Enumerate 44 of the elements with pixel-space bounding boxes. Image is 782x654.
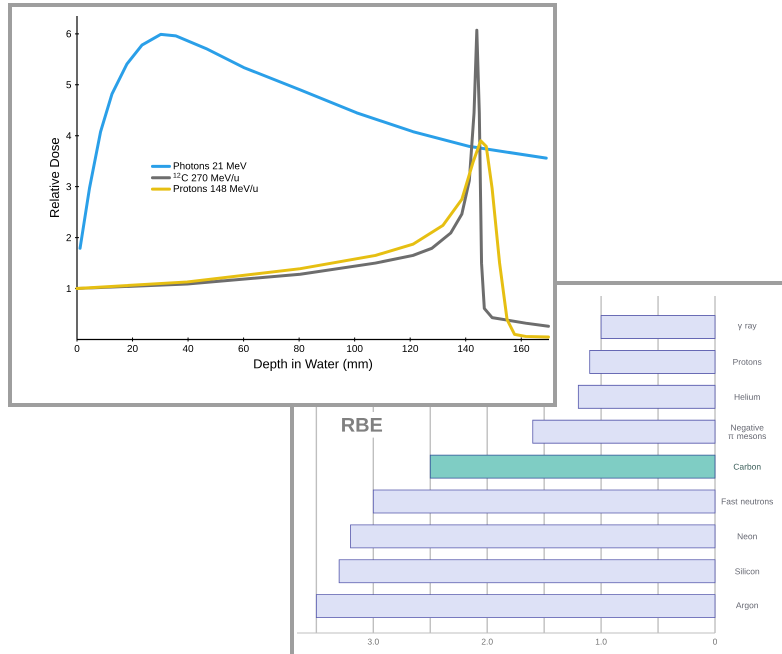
y-tick-label: 1 (66, 285, 72, 292)
y-tick-label: Neon (738, 533, 757, 540)
y-tick-label: Silicon (735, 568, 760, 574)
bar (316, 594, 716, 618)
y-tick-label: 5 (66, 81, 72, 88)
bar (430, 454, 716, 478)
y-tick-label: γ ray (738, 324, 757, 330)
y-tick-label: 2 (66, 234, 71, 242)
y-axis-title: Relative Dose (50, 138, 60, 217)
x-tick-label: 140 (458, 345, 474, 352)
line-series (78, 32, 548, 250)
bar (578, 384, 716, 409)
y-tick-label: 6 (66, 30, 72, 38)
legend-label: Protons 148 MeV/u (174, 184, 258, 192)
x-tick-label: 100 (347, 345, 363, 352)
x-tick-label: 80 (294, 345, 304, 352)
bar (338, 559, 716, 584)
x-tick-label: 1.0 (596, 638, 607, 645)
x-tick-label: 0 (712, 638, 718, 645)
legend-label: Photons 21 MeV (174, 162, 247, 170)
y-tick-label: Argon (736, 602, 758, 610)
x-tick-label: 40 (182, 345, 194, 352)
x-tick-label: 60 (238, 345, 249, 352)
x-tick-label: 2.0 (482, 638, 493, 645)
x-tick-label: 160 (514, 345, 530, 352)
x-tick-label: 120 (402, 345, 418, 352)
bar (589, 350, 716, 374)
x-tick-label: 3.0 (368, 638, 379, 645)
bar (350, 524, 716, 548)
y-tick-label: Negative π mesons (728, 424, 766, 440)
y-tick-label: Helium (734, 394, 760, 400)
y-tick-label: 3 (66, 183, 72, 190)
legend-label: $^{12}$C 270 MeV/u (174, 172, 239, 182)
x-tick-label: 20 (127, 345, 138, 352)
y-tick-label: Protons (733, 358, 762, 365)
y-tick-label: Carbon (734, 463, 761, 470)
x-tick-label: 0 (74, 345, 80, 352)
y-tick-label: Fast neutrons (722, 498, 774, 504)
bar (600, 315, 716, 339)
y-tick-label: 4 (66, 132, 72, 140)
text: RBE (342, 418, 382, 432)
bar (532, 420, 716, 444)
x-axis-title: Depth in Water (mm) (254, 358, 372, 371)
bar (372, 490, 716, 514)
